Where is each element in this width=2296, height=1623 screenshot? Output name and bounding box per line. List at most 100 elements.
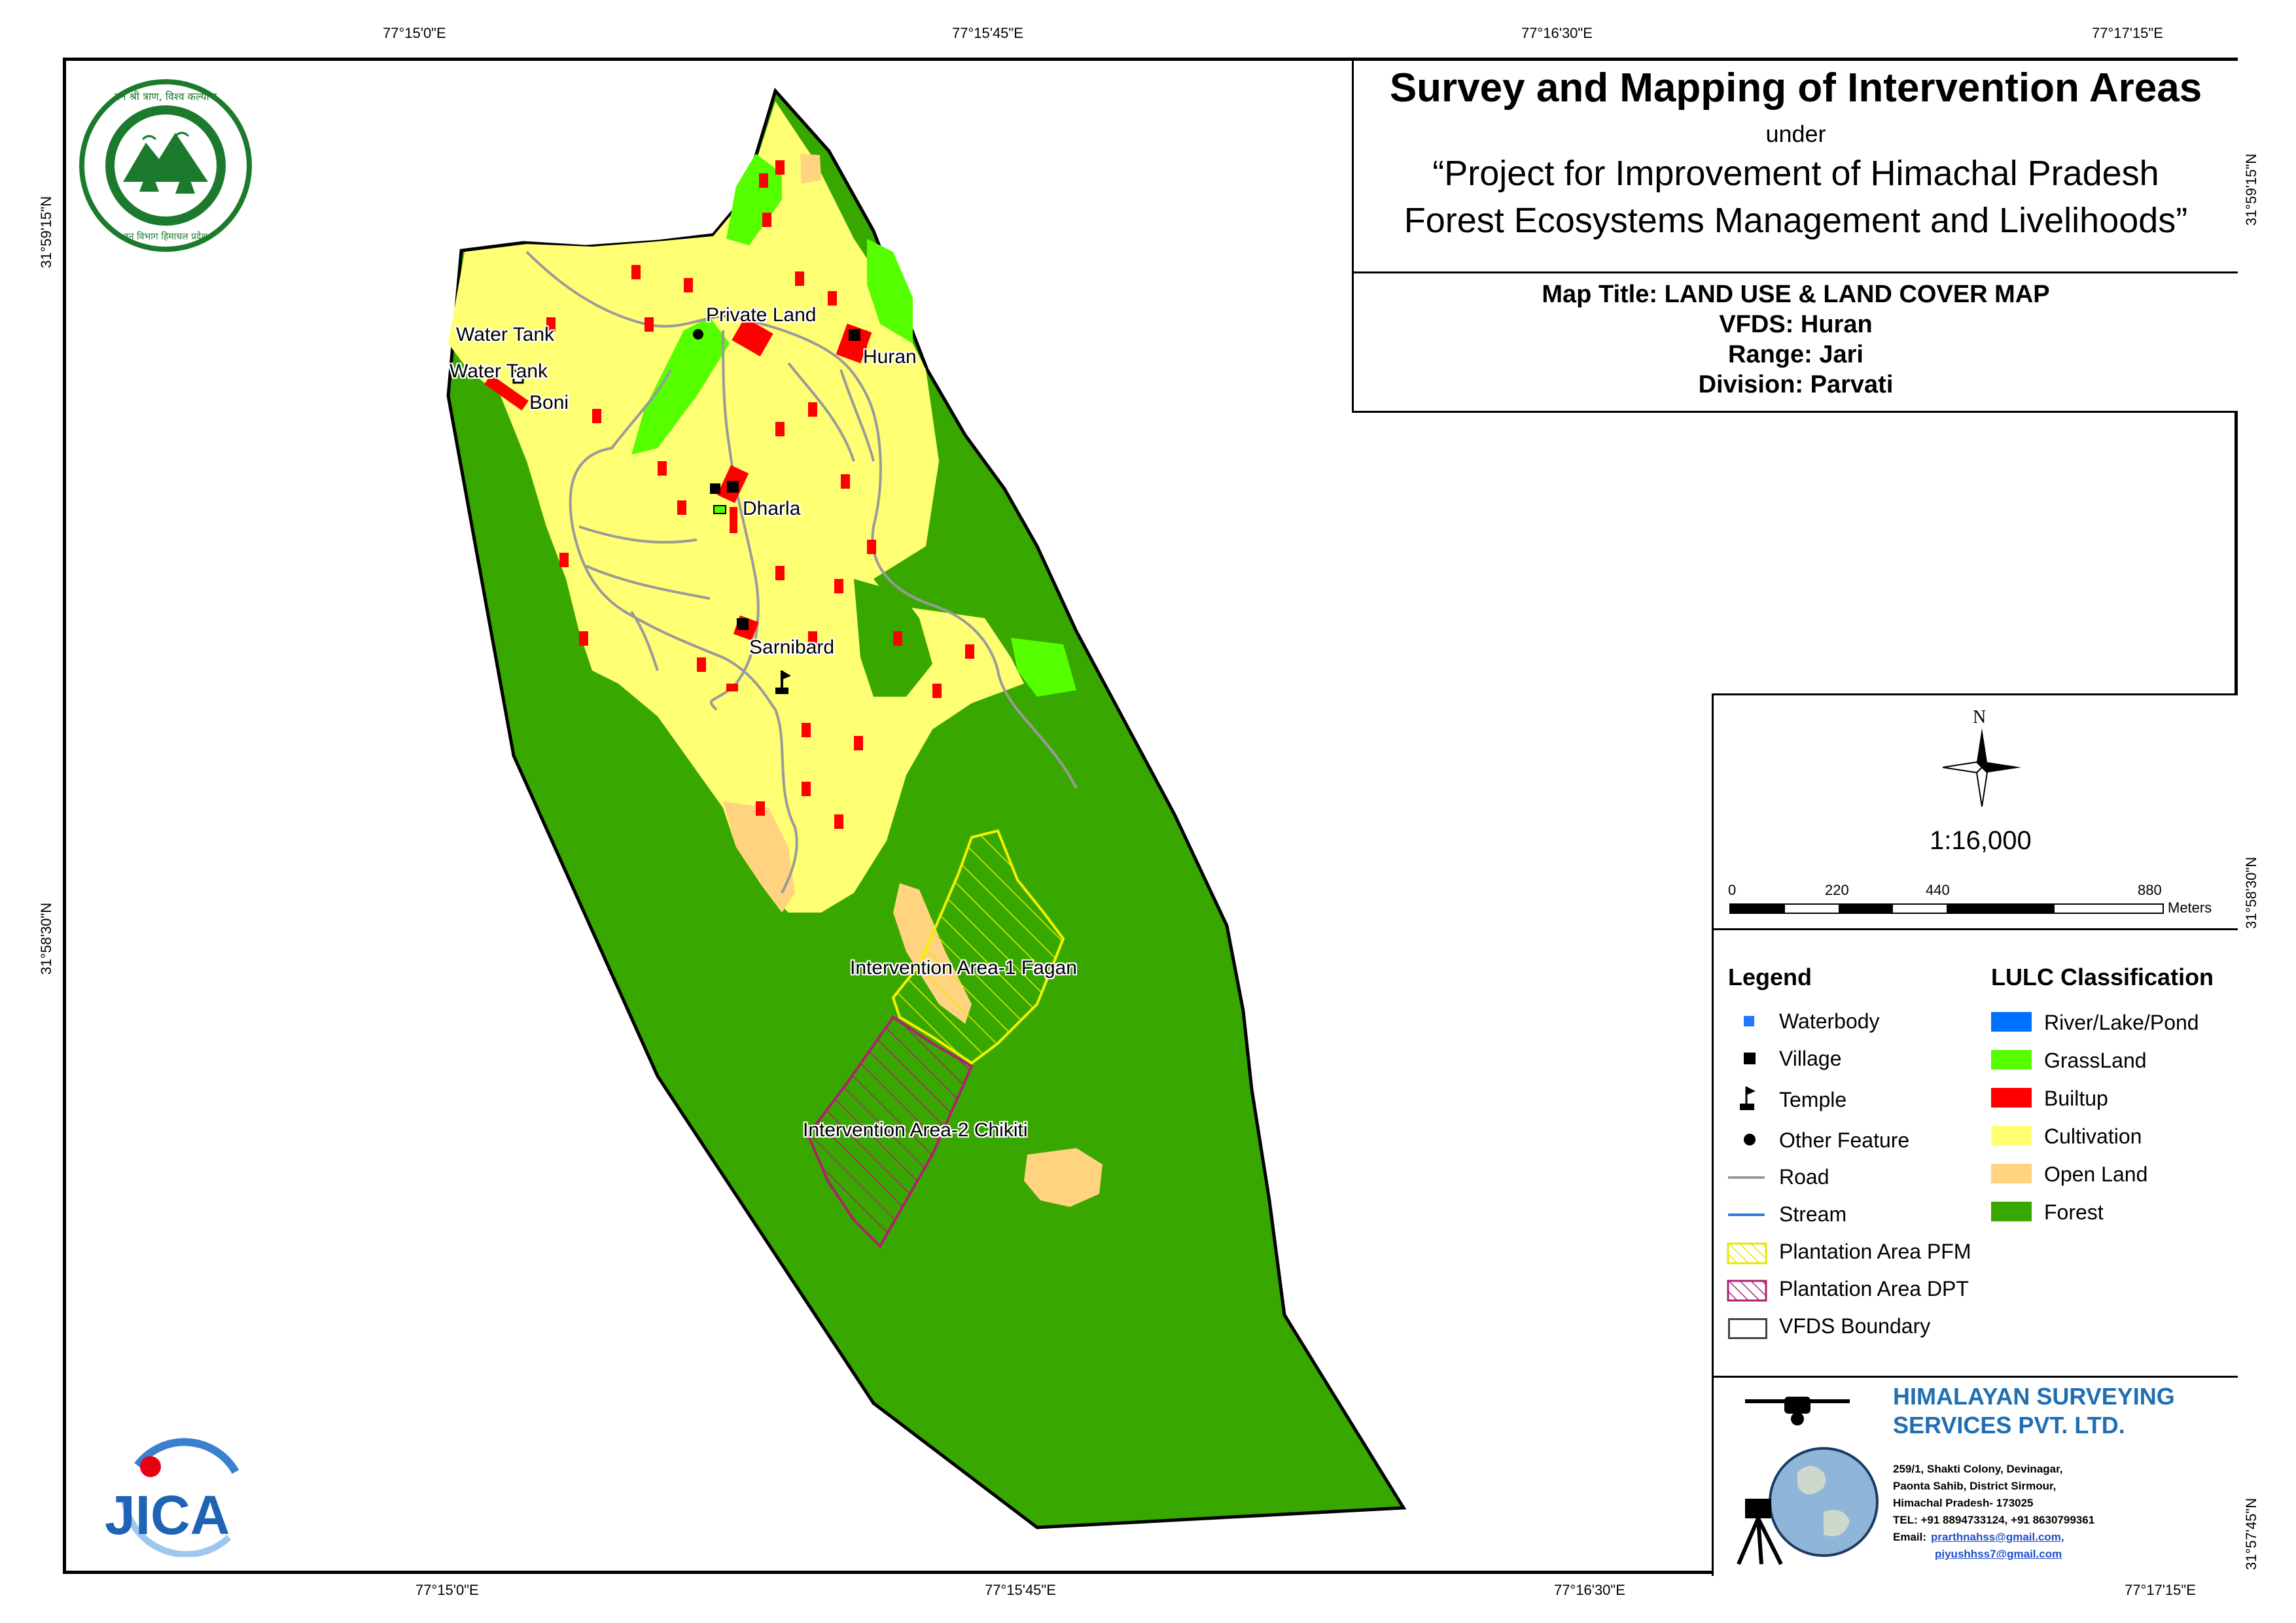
top-tick-4: 77°17'15"E bbox=[2092, 25, 2163, 41]
lulc-label-builtup: Builtup bbox=[2044, 1087, 2108, 1110]
top-tick-3: 77°16'30"E bbox=[1521, 25, 1593, 41]
lulc-title: LULC Classification bbox=[1991, 964, 2214, 990]
lulc-swatch-water bbox=[1991, 1012, 2032, 1032]
lulc-swatch-grassland bbox=[1991, 1050, 2032, 1070]
map-title: Map Title: LAND USE & LAND COVER MAP bbox=[1542, 281, 2050, 308]
boundary-box-icon bbox=[1728, 1318, 1767, 1339]
label-water-tank-1: Water Tank bbox=[456, 324, 555, 345]
private-land-dot-icon bbox=[693, 329, 703, 340]
stream-line-icon bbox=[1728, 1213, 1765, 1216]
other-feature-dot-icon bbox=[1744, 1134, 1756, 1145]
scale-label-440: 440 bbox=[1926, 882, 1950, 898]
scale-label-0: 0 bbox=[1728, 882, 1737, 898]
dpt-hatch-icon bbox=[1727, 1280, 1767, 1302]
pfm-hatch-icon bbox=[1727, 1242, 1767, 1265]
label-boni: Boni bbox=[529, 392, 569, 413]
grassland-patch-2 bbox=[631, 317, 730, 455]
jica-logo-text: JICA bbox=[105, 1484, 230, 1546]
huran-village-icon bbox=[849, 329, 860, 341]
project-title-line-1: “Project for Improvement of Himachal Pra… bbox=[1432, 154, 2159, 193]
water-tank-icon bbox=[512, 370, 524, 384]
company-email-1[interactable]: prarthnahss@gmail.com, bbox=[1931, 1531, 2064, 1543]
waterbody-square-icon bbox=[1744, 1016, 1754, 1026]
company-address-2: Paonta Sahib, District Sirmour, bbox=[1893, 1480, 2057, 1492]
road-network bbox=[525, 251, 1078, 894]
label-intervention-area-1: Intervention Area-1 Fagan bbox=[850, 957, 1077, 979]
lulc-label-cultivation: Cultivation bbox=[2044, 1125, 2142, 1148]
right-tick-2: 31°58'30"N bbox=[2243, 856, 2259, 929]
company-address-1: 259/1, Shakti Colony, Devinagar, bbox=[1893, 1463, 2063, 1475]
lulc-label-forest: Forest bbox=[2044, 1200, 2104, 1224]
sarnibard-temple-icon bbox=[775, 671, 791, 694]
company-address-3: Himachal Pradesh- 173025 bbox=[1893, 1497, 2034, 1509]
division-label: Division: Parvati bbox=[1698, 371, 1894, 398]
dharla-village-icon-1 bbox=[727, 481, 739, 493]
scale-unit: Meters bbox=[2168, 899, 2212, 916]
bottom-tick-1: 77°15'0"E bbox=[415, 1582, 479, 1598]
company-tel: TEL: +91 8894733124, +91 8630799361 bbox=[1893, 1514, 2095, 1526]
legend-item-road: Road bbox=[1779, 1165, 1829, 1189]
title-under: under bbox=[1765, 120, 1826, 147]
map-frame: Water Tank Water Tank Boni Private Land … bbox=[63, 58, 2238, 1574]
left-tick-1: 31°59'15"N bbox=[38, 196, 54, 268]
label-huran: Huran bbox=[863, 346, 917, 368]
lulc-swatch-forest bbox=[1991, 1202, 2032, 1221]
lulc-label-grassland: GrassLand bbox=[2044, 1049, 2147, 1072]
map-canvas[interactable] bbox=[66, 61, 2234, 1571]
title-block: Survey and Mapping of Intervention Areas… bbox=[1354, 61, 2238, 273]
sarnibard-village-icon bbox=[737, 618, 749, 630]
surveying-logo-icon bbox=[1737, 1397, 1879, 1565]
legend-item-waterbody: Waterbody bbox=[1779, 1009, 1880, 1033]
map-info-block: Map Title: LAND USE & LAND COVER MAP VFD… bbox=[1354, 279, 2238, 400]
dharla-village-icon-2 bbox=[710, 483, 720, 494]
scale-label-220: 220 bbox=[1825, 882, 1849, 898]
legend-item-dpt: Plantation Area DPT bbox=[1779, 1277, 1969, 1300]
legend-item-village: Village bbox=[1779, 1047, 1842, 1070]
company-email-label: Email: bbox=[1893, 1531, 1927, 1543]
scale-label-880: 880 bbox=[2138, 882, 2162, 898]
title-panel: Survey and Mapping of Intervention Areas… bbox=[1352, 61, 2238, 413]
legend-title: Legend bbox=[1728, 964, 1812, 990]
label-dharla: Dharla bbox=[743, 498, 801, 519]
openland-southeast bbox=[1024, 1148, 1103, 1207]
openland-south bbox=[723, 801, 795, 913]
legend-item-pfm: Plantation Area PFM bbox=[1779, 1240, 1971, 1263]
lulc-swatch-builtup bbox=[1991, 1088, 2032, 1108]
top-tick-1: 77°15'0"E bbox=[383, 25, 446, 41]
bottom-tick-4: 77°17'15"E bbox=[2125, 1582, 2196, 1598]
legend-item-other-feature: Other Feature bbox=[1779, 1128, 1910, 1152]
north-arrow-icon bbox=[1943, 728, 2021, 807]
vfds-label: VFDS: Huran bbox=[1719, 311, 1873, 338]
label-private-land: Private Land bbox=[706, 304, 817, 326]
intervention-area-2-polygon[interactable] bbox=[806, 1015, 974, 1249]
forest-department-logo: वन श्री त्राण, विश्व कल्याण वन विभाग हिम… bbox=[77, 77, 254, 254]
jica-logo: JICA bbox=[98, 1426, 249, 1558]
right-tick-3: 31°57'45"N bbox=[2243, 1497, 2259, 1570]
bottom-tick-2: 77°15'45"E bbox=[985, 1582, 1056, 1598]
grassland-patch-3 bbox=[867, 239, 913, 343]
dharla-waterbody-icon bbox=[713, 505, 726, 514]
forest-logo-text-top: वन श्री त्राण, विश्व कल्याण bbox=[114, 90, 217, 103]
panel-divider-2 bbox=[1714, 1376, 2238, 1378]
grassland-patch-4 bbox=[1011, 638, 1076, 697]
forest-logo-text-bottom: वन विभाग हिमाचल प्रदेश bbox=[123, 232, 208, 242]
bottom-tick-3: 77°16'30"E bbox=[1554, 1582, 1625, 1598]
label-sarnibard: Sarnibard bbox=[749, 637, 835, 658]
company-email-2[interactable]: piyushhss7@gmail.com bbox=[1935, 1548, 2062, 1560]
side-panel: N 1:16,000 0 220 440 880 Meters Legend L… bbox=[1712, 693, 2238, 1576]
top-tick-2: 77°15'45"E bbox=[952, 25, 1023, 41]
range-label: Range: Jari bbox=[1728, 341, 1863, 368]
village-square-icon bbox=[1744, 1053, 1756, 1064]
legend-item-temple: Temple bbox=[1779, 1088, 1847, 1111]
lulc-label-openland: Open Land bbox=[2044, 1162, 2148, 1186]
company-name-line-1: HIMALAYAN SURVEYING bbox=[1893, 1383, 2175, 1410]
intervention-area-1-polygon[interactable] bbox=[891, 829, 1065, 1065]
temple-flag-icon bbox=[1740, 1087, 1756, 1110]
lulc-label-water: River/Lake/Pond bbox=[2044, 1011, 2199, 1034]
label-water-tank-2: Water Tank bbox=[450, 360, 548, 382]
project-title-line-2: Forest Ecosystems Management and Livelih… bbox=[1404, 201, 2188, 240]
openland-top bbox=[800, 154, 821, 184]
right-tick-1: 31°59'15"N bbox=[2243, 153, 2259, 226]
legend-item-vfds-boundary: VFDS Boundary bbox=[1779, 1314, 1931, 1338]
lulc-swatch-cultivation bbox=[1991, 1126, 2032, 1145]
